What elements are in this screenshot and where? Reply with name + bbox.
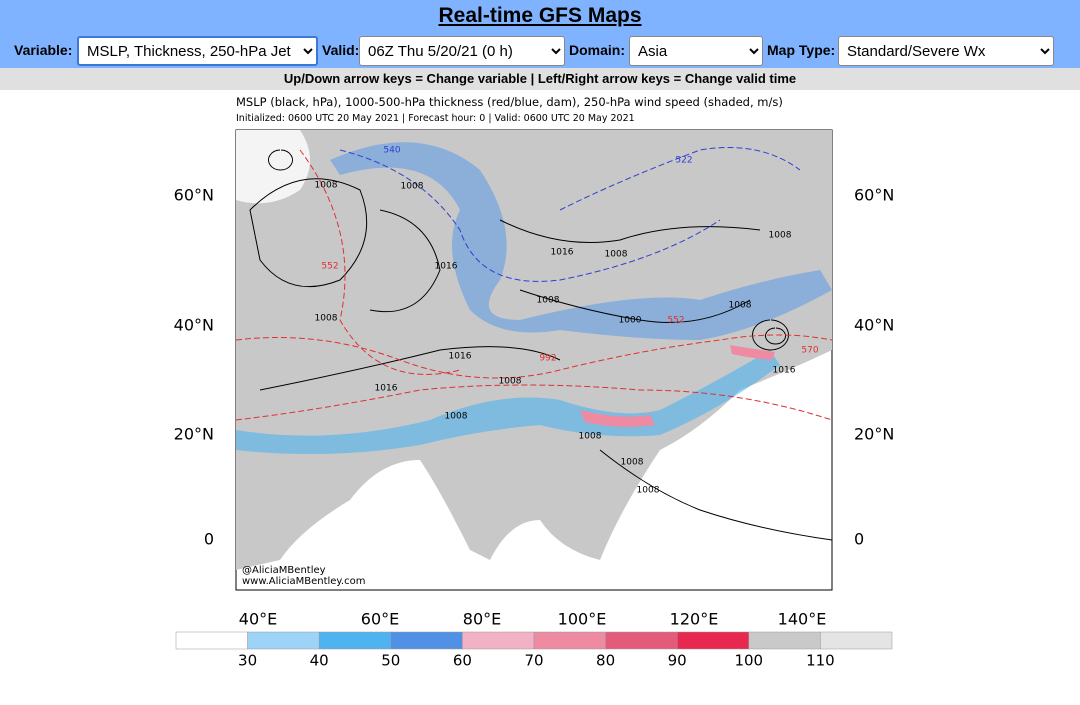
colorbar-segment [318, 631, 392, 650]
credit: www.AliciaMBentley.com [242, 576, 365, 587]
colorbar-label: 60 [453, 652, 472, 670]
contour-label: 1008 [315, 314, 338, 324]
header: Real-time GFS Maps Variable: MSLP, Thick… [0, 0, 1080, 68]
lon-label: 60°E [361, 610, 399, 629]
colorbar-segment [748, 631, 821, 650]
contour-label: 1000 [619, 316, 642, 326]
contour-label: 1008 [499, 377, 522, 387]
thickness-blue [339, 147, 801, 282]
contour-label: 552 [321, 262, 338, 272]
caption: MSLP (black, hPa), 1000-500-hPa thicknes… [236, 95, 783, 109]
lon-label: 120°E [670, 610, 719, 629]
contour-label: 1008 [769, 231, 792, 241]
land [236, 130, 832, 570]
thickness-red [235, 149, 833, 421]
lat-label: 40°N [854, 316, 894, 335]
credit: @AliciaMBentley [242, 565, 326, 576]
contour-label: 1008 [605, 250, 628, 260]
contour-label: 1016 [773, 366, 796, 376]
jet-stream [330, 142, 832, 340]
colorbar-segment [390, 631, 463, 650]
isobars [249, 149, 833, 541]
ocean [236, 130, 310, 204]
lon-label: 140°E [778, 610, 827, 629]
lat-label: 60°N [854, 186, 894, 205]
lat-label: 40°N [174, 316, 214, 335]
map-figure: MSLP (black, hPa), 1000-500-hPa thicknes… [174, 95, 895, 670]
colorbar-segment [820, 631, 893, 650]
colorbar-label: 40 [310, 652, 329, 670]
colorbar-label: 70 [524, 652, 543, 670]
colorbar-label: 30 [238, 652, 257, 670]
lat-label: 20°N [854, 425, 894, 444]
jet-core [730, 345, 775, 360]
hint: Up/Down arrow keys = Change variable | L… [0, 68, 1080, 90]
contour-label: 552 [667, 316, 684, 326]
lat-label: 0 [854, 530, 864, 549]
lat-label: 60°N [174, 186, 214, 205]
contour-label: 522 [675, 156, 692, 166]
colorbar-segment [462, 631, 535, 650]
colorbar-segment [533, 631, 606, 650]
contour-label: 1016 [449, 352, 472, 362]
contour-label: 1008 [401, 182, 424, 192]
contour-label: 992 [539, 354, 556, 364]
lat-label: 20°N [174, 425, 214, 444]
contour-label: 1008 [637, 486, 660, 496]
lon-label: 80°E [463, 610, 501, 629]
contour-label: 1016 [375, 384, 398, 394]
domain-select[interactable]: Asia [629, 36, 763, 66]
colorbar-label: 110 [806, 652, 835, 670]
title: Real-time GFS Maps [438, 4, 642, 27]
variable-label: Variable: [14, 42, 73, 58]
maptype-select[interactable]: Standard/Severe Wx [838, 36, 1054, 66]
lon-label: 40°E [239, 610, 277, 629]
colorbar-label: 90 [668, 652, 687, 670]
contour-label: 1016 [551, 248, 574, 258]
contour-label: 1008 [579, 432, 602, 442]
contour-label: 1016 [435, 262, 458, 272]
colorbar-label: 100 [734, 652, 763, 670]
contour-label: 570 [801, 346, 818, 356]
lon-label: 100°E [558, 610, 607, 629]
colorbar-segment [605, 631, 678, 650]
jet-core [580, 410, 655, 427]
colorbar-segment [676, 631, 750, 650]
contour-label: 540 [383, 146, 400, 156]
maptype-label: Map Type: [767, 42, 836, 58]
contour-label: 1008 [729, 301, 752, 311]
valid-label: Valid: [322, 42, 360, 58]
jet-stream [236, 350, 780, 454]
contour-label: 1008 [537, 296, 560, 306]
colorbar-segment [247, 631, 320, 650]
contour-label: 1008 [621, 458, 644, 468]
variable-select[interactable]: MSLP, Thickness, 250-hPa Jet [77, 36, 318, 66]
subcaption: Initialized: 0600 UTC 20 May 2021 | Fore… [236, 113, 635, 124]
contour-label: 1008 [315, 181, 338, 191]
colorbar-segment [175, 631, 248, 650]
contour-label: 1008 [445, 412, 468, 422]
map-area: @AliciaMBentley www.AliciaMBentley.com [235, 129, 833, 591]
valid-select[interactable]: 06Z Thu 5/20/21 (0 h) [359, 36, 565, 66]
colorbar-label: 80 [596, 652, 615, 670]
domain-label: Domain: [569, 42, 625, 58]
lat-label: 0 [204, 530, 214, 549]
colorbar-label: 50 [381, 652, 400, 670]
